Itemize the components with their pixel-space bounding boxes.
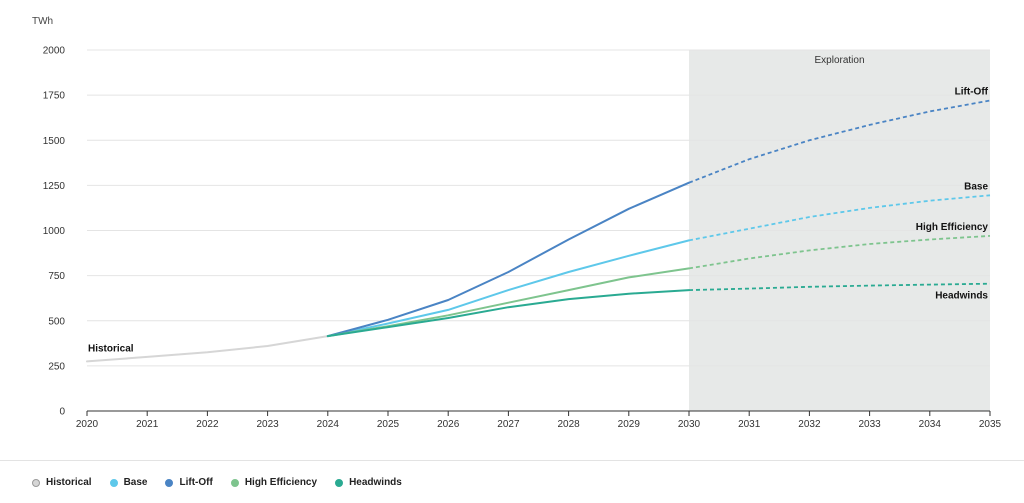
y-tick-label: 1500 bbox=[43, 136, 66, 147]
y-tick-label: 0 bbox=[59, 407, 65, 418]
x-tick-label: 2022 bbox=[196, 419, 219, 430]
x-tick-label: 2026 bbox=[437, 419, 460, 430]
series-projection-headwinds bbox=[688, 282, 991, 291]
y-tick-label: 1750 bbox=[43, 91, 66, 102]
series-projection-high-efficiency bbox=[688, 235, 991, 270]
y-tick-label: 250 bbox=[48, 361, 65, 372]
legend-item-headwinds: Headwinds bbox=[335, 477, 402, 488]
legend-label-lift-off: Lift-Off bbox=[179, 477, 213, 488]
legend-item-base: Base bbox=[109, 477, 148, 488]
legend-swatch-high-efficiency bbox=[230, 478, 239, 487]
x-tick-label: 2034 bbox=[919, 419, 942, 430]
series-label-lift-off: Lift-Off bbox=[955, 87, 989, 98]
series-label-base: Base bbox=[964, 181, 988, 192]
x-tick-label: 2031 bbox=[738, 419, 761, 430]
line-chart: Exploration TWh 0 250 500 750 1000 1250 1500 175… bbox=[32, 16, 1002, 430]
x-tick-label: 2024 bbox=[317, 419, 340, 430]
legend-divider bbox=[0, 460, 1024, 461]
legend-swatch-lift-off bbox=[165, 478, 174, 487]
series-line-historical bbox=[86, 335, 329, 363]
legend-item-historical: Historical bbox=[32, 477, 92, 488]
series-label-high-efficiency: High Efficiency bbox=[916, 222, 989, 233]
series-line-headwinds bbox=[326, 289, 690, 338]
legend-item-high-efficiency: High Efficiency bbox=[230, 477, 318, 488]
series-label-headwinds: Headwinds bbox=[935, 291, 988, 302]
y-tick-label: 1000 bbox=[43, 226, 66, 237]
series-line-lift-off bbox=[326, 181, 690, 338]
series-labels: Historical Base Lift-Off High Efficiency Hea… bbox=[88, 87, 989, 355]
legend-swatch-base bbox=[109, 478, 118, 487]
x-tick-label: 2027 bbox=[497, 419, 520, 430]
legend-label-historical: Historical bbox=[46, 477, 92, 488]
legend-label-high-efficiency: High Efficiency bbox=[244, 477, 318, 488]
series-projection-lift-off bbox=[688, 99, 991, 184]
x-tick-label: 2021 bbox=[136, 419, 159, 430]
x-tick-label: 2028 bbox=[557, 419, 580, 430]
y-tick-label: 1250 bbox=[43, 181, 66, 192]
legend-item-lift-off: Lift-Off bbox=[165, 477, 213, 488]
legend-label-headwinds: Headwinds bbox=[349, 477, 402, 488]
series-line-high-efficiency bbox=[326, 267, 690, 338]
x-tick-label: 2029 bbox=[618, 419, 641, 430]
series-line-base bbox=[326, 239, 690, 338]
axes: TWh 0 250 500 750 1000 1250 1500 1750 2000 2020 202… bbox=[32, 16, 1002, 430]
x-tick-label: 2033 bbox=[858, 419, 881, 430]
x-tick-label: 2020 bbox=[76, 419, 99, 430]
legend-label-base: Base bbox=[123, 477, 148, 488]
y-tick-label: 2000 bbox=[43, 46, 66, 57]
x-tick-label: 2035 bbox=[979, 419, 1002, 430]
x-tick-label: 2023 bbox=[256, 419, 279, 430]
legend: Historical Base Lift-Off High Efficiency Hea… bbox=[32, 477, 402, 488]
x-tick-label: 2032 bbox=[798, 419, 821, 430]
y-unit-label: TWh bbox=[32, 16, 53, 27]
series-projection-base bbox=[688, 194, 991, 242]
x-tick-label: 2030 bbox=[678, 419, 701, 430]
x-tick-label: 2025 bbox=[377, 419, 400, 430]
legend-swatch-historical bbox=[32, 478, 40, 487]
legend-swatch-headwinds bbox=[335, 478, 344, 487]
y-tick-label: 750 bbox=[48, 271, 65, 282]
series-lines bbox=[86, 99, 991, 363]
y-tick-label: 500 bbox=[48, 316, 65, 327]
series-label-historical: Historical bbox=[88, 343, 134, 354]
exploration-label: Exploration bbox=[814, 55, 864, 66]
gridlines bbox=[87, 49, 990, 367]
